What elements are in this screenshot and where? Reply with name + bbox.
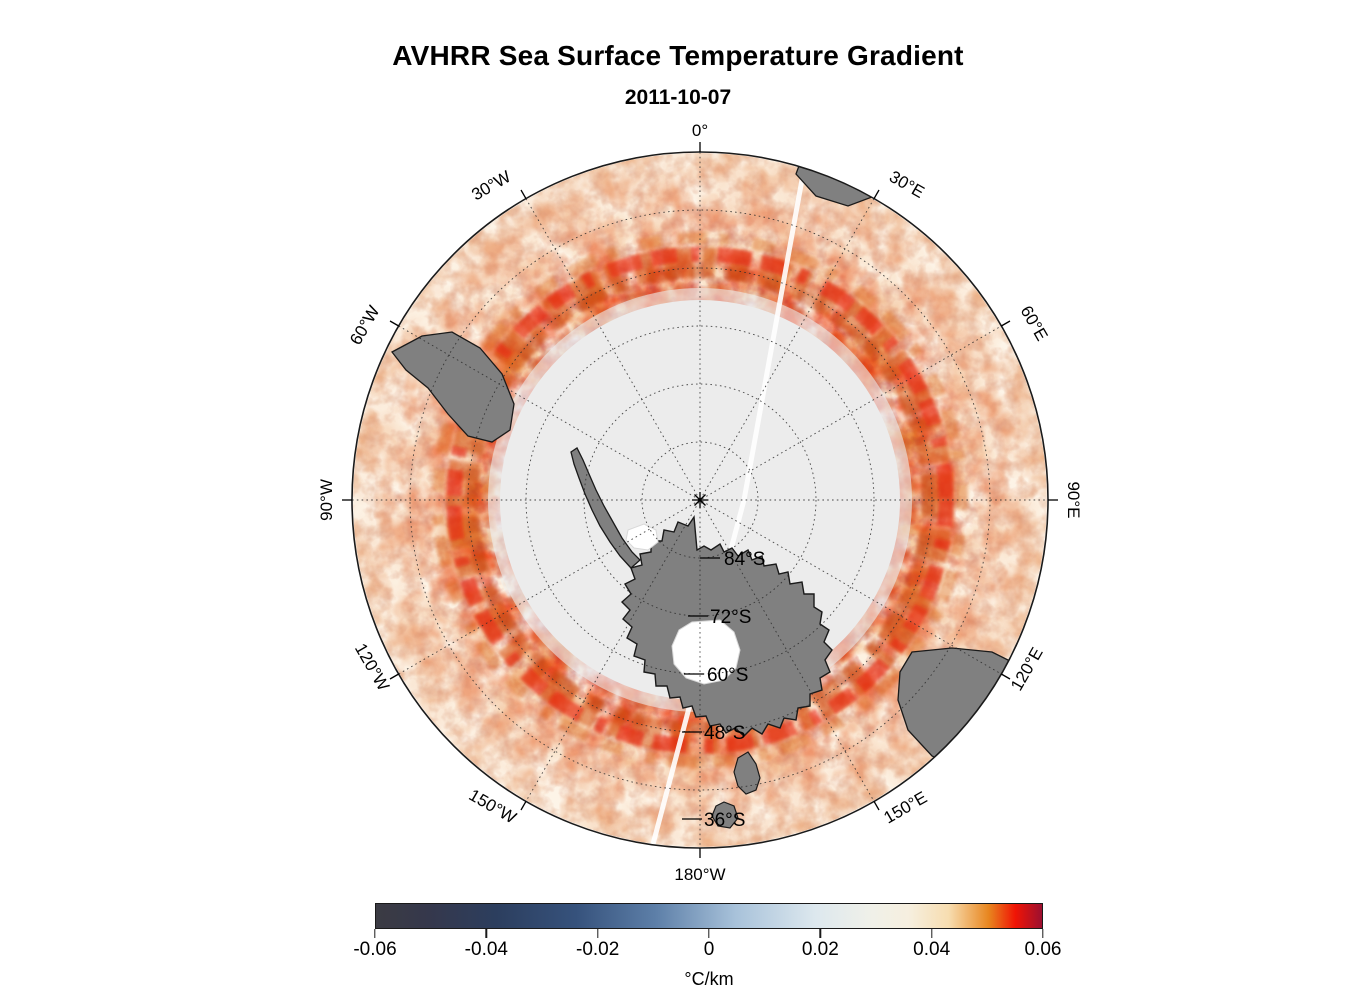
colorbar-tick-label: 0.02 bbox=[801, 939, 839, 960]
colorbar-tick-label: -0.06 bbox=[353, 939, 397, 960]
lat-tick-72S: 72°S bbox=[688, 607, 751, 628]
lat-label-text: 48°S bbox=[704, 723, 745, 744]
colorbar-tick bbox=[930, 929, 933, 938]
map-panel: 84°S 72°S 60°S 48°S 36°S bbox=[317, 121, 1083, 884]
colorbar-tick-labels: -0.06 -0.04 -0.02 0 0.02 0.04 0.06 bbox=[353, 939, 1061, 965]
colorbar-tick-label: 0.04 bbox=[913, 939, 951, 960]
filchner-ronne-ice-shelf bbox=[625, 523, 659, 551]
lat-label-text: 72°S bbox=[710, 607, 751, 628]
page-title: AVHRR Sea Surface Temperature Gradient bbox=[392, 40, 964, 71]
colorbar-unit-label: °C/km bbox=[684, 969, 734, 989]
colorbar-tick bbox=[1042, 929, 1044, 938]
colorbar-tick bbox=[374, 929, 376, 938]
lon-label-60W: 60°W bbox=[346, 303, 383, 349]
lat-tick-84S: 84°S bbox=[700, 549, 765, 570]
colorbar-tick-label: -0.04 bbox=[464, 939, 508, 960]
lon-label-90W: 90°W bbox=[317, 479, 336, 521]
colorbar-tick-label: 0.06 bbox=[1024, 939, 1062, 960]
antarctic-peninsula bbox=[570, 447, 641, 569]
longitude-ticks bbox=[342, 142, 1058, 858]
lon-label-60E: 60°E bbox=[1017, 303, 1052, 345]
lat-label-text: 36°S bbox=[704, 810, 745, 831]
colorbar-tick bbox=[708, 929, 710, 938]
lat-tick-60S: 60°S bbox=[684, 665, 748, 686]
colorbar-gradient-bar bbox=[375, 903, 1043, 929]
figure-subtitle-date: 2011-10-07 bbox=[624, 86, 732, 109]
ross-ice-shelf bbox=[671, 619, 741, 685]
colorbar-tick-label: -0.02 bbox=[576, 939, 620, 960]
new-zealand bbox=[711, 751, 761, 829]
lon-label-180W: 180°W bbox=[674, 865, 725, 884]
colorbar: -0.06 -0.04 -0.02 0 0.02 0.04 0.06 °C/km bbox=[353, 903, 1061, 990]
colorbar-tick bbox=[596, 929, 599, 938]
south-america bbox=[391, 331, 515, 443]
colorbar-tick bbox=[819, 929, 822, 938]
lon-label-30E: 30°E bbox=[886, 167, 928, 202]
lat-tick-36S: 36°S bbox=[682, 810, 745, 831]
lon-label-0: 0° bbox=[692, 121, 708, 140]
colorbar-tick-label: 0 bbox=[703, 939, 715, 960]
lat-label-text: 84°S bbox=[724, 549, 765, 570]
latitude-labels: 84°S 72°S 60°S 48°S 36°S bbox=[682, 549, 765, 831]
lat-tick-48S: 48°S bbox=[682, 723, 745, 744]
colorbar-tick bbox=[485, 929, 488, 938]
lat-label-text: 60°S bbox=[707, 665, 748, 686]
lon-label-30W: 30°W bbox=[468, 167, 514, 204]
lon-label-90E: 90°E bbox=[1064, 481, 1083, 518]
colorbar-ticks bbox=[374, 929, 1044, 939]
polar-stereographic-map: 84°S 72°S 60°S 48°S 36°S bbox=[317, 121, 1083, 884]
graticule bbox=[352, 152, 1048, 848]
south-pole-marker bbox=[692, 492, 708, 508]
meridians bbox=[352, 152, 1048, 848]
